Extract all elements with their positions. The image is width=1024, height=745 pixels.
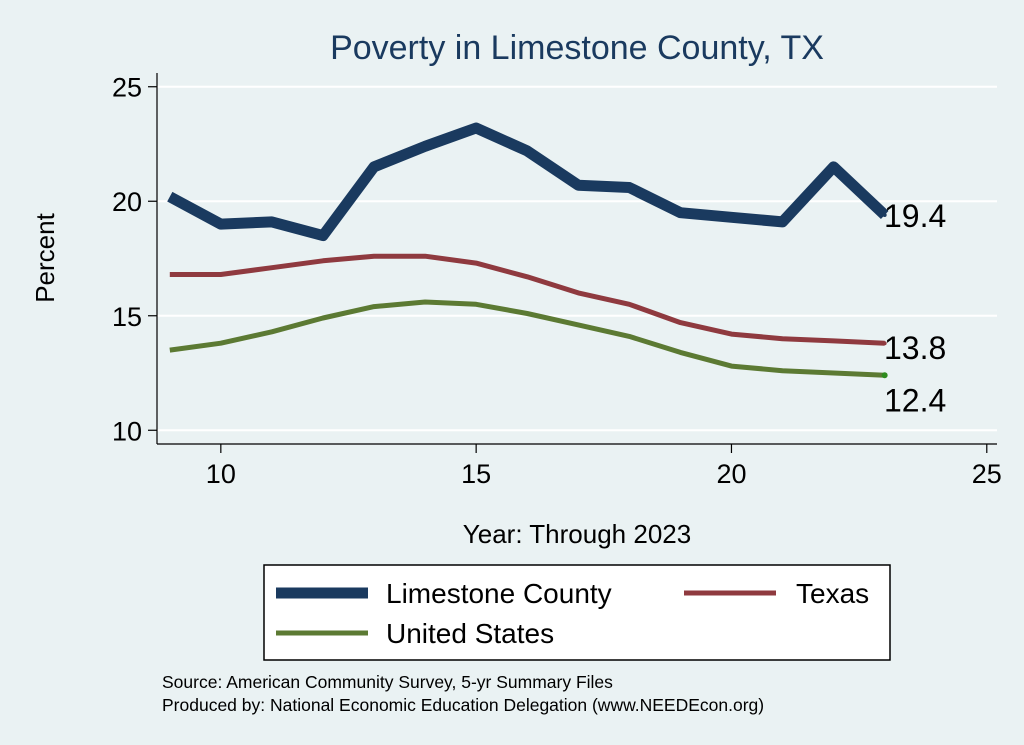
chart-title: Poverty in Limestone County, TX (330, 29, 824, 67)
y-tick-label-10: 10 (112, 416, 142, 446)
series-line-texas (169, 253, 885, 346)
end-label-united-states: 12.4 (884, 382, 946, 418)
end-labels: 19.4 13.8 12.4 (884, 198, 946, 418)
y-tick-label-25: 25 (112, 73, 142, 103)
plot-area (157, 73, 997, 444)
x-tick-label-10: 10 (206, 459, 236, 489)
producer-note: Produced by: National Economic Education… (162, 695, 764, 715)
series-end-point-limestone-county (882, 212, 887, 217)
legend: Limestone County Texas United States (263, 564, 891, 661)
x-tick-label-15: 15 (461, 459, 491, 489)
x-tick-label-25: 25 (972, 459, 1002, 489)
end-label-limestone-county: 19.4 (884, 198, 946, 234)
series-line-united-states (169, 299, 885, 378)
x-tick-label-20: 20 (716, 459, 746, 489)
grid (157, 85, 997, 432)
end-label-texas: 13.8 (884, 330, 946, 366)
y-tick-label-20: 20 (112, 187, 142, 217)
axes: 10 15 20 25 10 15 20 25 (112, 73, 1002, 489)
x-axis-title: Year: Through 2023 (463, 519, 691, 549)
legend-label-limestone: Limestone County (386, 578, 612, 609)
series-end-point-united-states (881, 372, 888, 379)
source-note: Source: American Community Survey, 5-yr … (162, 672, 613, 692)
legend-box (263, 564, 891, 661)
y-tick-label-15: 15 (112, 302, 142, 332)
series-end-point-texas (882, 341, 887, 346)
legend-label-us: United States (386, 618, 554, 649)
legend-label-texas: Texas (796, 578, 869, 609)
series-line-limestone-county (167, 122, 889, 242)
y-axis-title: Percent (30, 212, 60, 302)
series (167, 122, 889, 379)
